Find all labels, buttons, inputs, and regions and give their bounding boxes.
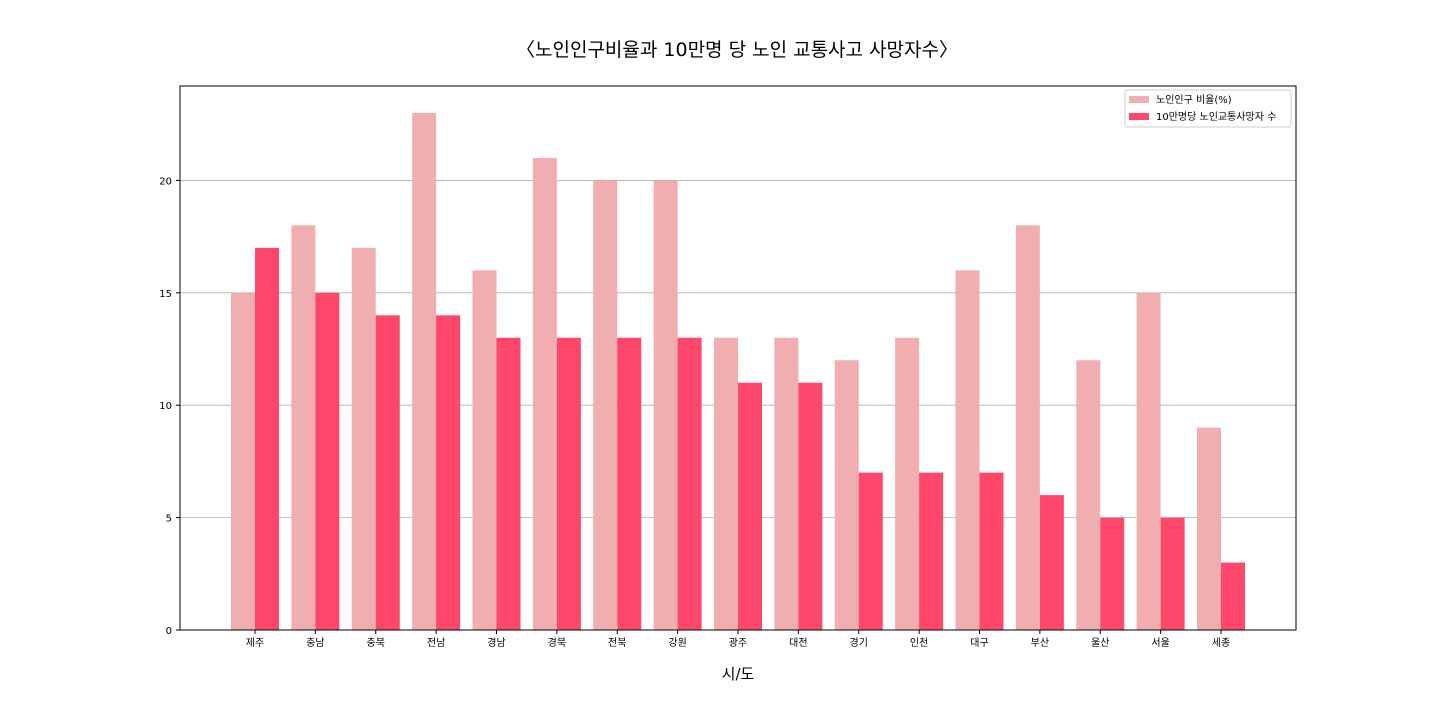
x-tick-label: 인천	[910, 637, 928, 649]
bars	[231, 112, 1245, 631]
bar-elderly-ratio-3	[412, 112, 437, 630]
x-tick-label: 서울	[1151, 637, 1169, 649]
legend: 노인인구 비율(%) 10만명당 노인교통사망자 수	[1124, 89, 1292, 128]
bar-elderly-deaths-3	[436, 315, 461, 630]
bar-elderly-deaths-7	[677, 337, 702, 630]
y-tick-label: 15	[159, 289, 172, 300]
y-tick-label: 5	[166, 514, 172, 525]
bar-elderly-deaths-12	[979, 472, 1004, 630]
bar-elderly-ratio-1	[291, 225, 316, 631]
bar-elderly-ratio-10	[834, 360, 859, 630]
x-tick-label: 울산	[1091, 637, 1109, 649]
x-tick-label: 충남	[306, 637, 324, 649]
y-tick-label: 0	[166, 626, 172, 637]
chart-title: 〈노인인구비율과 10만명 당 노인 교통사고 사망자수〉	[516, 39, 958, 61]
bar-elderly-ratio-2	[351, 247, 376, 630]
bar-elderly-deaths-14	[1100, 517, 1125, 630]
x-tick-label: 대구	[970, 637, 988, 649]
bar-elderly-deaths-8	[738, 382, 762, 630]
bar-elderly-deaths-15	[1160, 517, 1185, 630]
x-tick-label: 부산	[1031, 637, 1049, 649]
bar-elderly-ratio-16	[1197, 427, 1221, 630]
legend-frame	[1124, 89, 1292, 128]
bar-elderly-ratio-6	[593, 180, 618, 631]
x-tick-label: 전남	[427, 637, 445, 649]
x-tick-label: 경북	[548, 636, 566, 649]
bar-elderly-ratio-13	[1015, 225, 1040, 631]
x-tick-label: 제주	[246, 637, 264, 649]
bar-elderly-deaths-1	[315, 292, 340, 630]
bar-elderly-deaths-10	[858, 472, 883, 630]
legend-label-elderly-deaths: 10만명당 노인교통사망자 수	[1156, 111, 1276, 123]
bar-elderly-ratio-8	[714, 337, 738, 630]
x-tick-label: 경남	[487, 636, 505, 649]
bar-elderly-deaths-9	[798, 382, 823, 630]
bar-elderly-ratio-4	[472, 270, 497, 630]
legend-label-elderly-ratio: 노인인구 비율(%)	[1156, 94, 1232, 106]
x-tick-label: 강원	[668, 637, 686, 649]
bar-elderly-ratio-9	[774, 337, 799, 630]
y-tick-label: 10	[159, 401, 172, 412]
bar-elderly-deaths-0	[255, 247, 279, 630]
x-tick-label: 세종	[1212, 637, 1230, 649]
x-axis-label: 시/도	[722, 665, 755, 683]
bar-elderly-deaths-13	[1039, 495, 1064, 630]
x-tick-label: 전북	[608, 637, 626, 649]
legend-swatch-elderly-ratio	[1129, 96, 1149, 103]
bar-elderly-deaths-2	[375, 315, 400, 630]
bar-elderly-ratio-7	[653, 180, 678, 631]
y-axis-ticks: 0 5 10 15 20	[159, 176, 180, 637]
bar-elderly-deaths-5	[556, 337, 581, 630]
bar-elderly-deaths-6	[617, 337, 642, 630]
bar-elderly-ratio-11	[895, 337, 920, 630]
legend-swatch-elderly-deaths	[1129, 113, 1149, 120]
bar-elderly-ratio-14	[1076, 360, 1101, 630]
y-tick-label: 20	[159, 176, 172, 187]
x-tick-label: 광주	[729, 637, 747, 649]
bar-elderly-deaths-16	[1221, 562, 1245, 630]
x-tick-label: 충북	[367, 637, 385, 649]
x-tick-label: 경기	[850, 636, 868, 649]
bar-elderly-ratio-0	[231, 292, 255, 630]
bar-elderly-deaths-11	[919, 472, 944, 630]
x-tick-label: 대전	[789, 637, 807, 649]
bar-elderly-deaths-4	[496, 337, 521, 630]
x-axis-ticks: 제주 충남 충북 전남 경남 경북 전북 강원 광주 대전 경기 인천 대구 부산 울산 서울 세종	[246, 630, 1230, 649]
bar-elderly-ratio-5	[532, 157, 557, 630]
bar-elderly-ratio-15	[1136, 292, 1161, 630]
bar-elderly-ratio-12	[955, 270, 980, 630]
